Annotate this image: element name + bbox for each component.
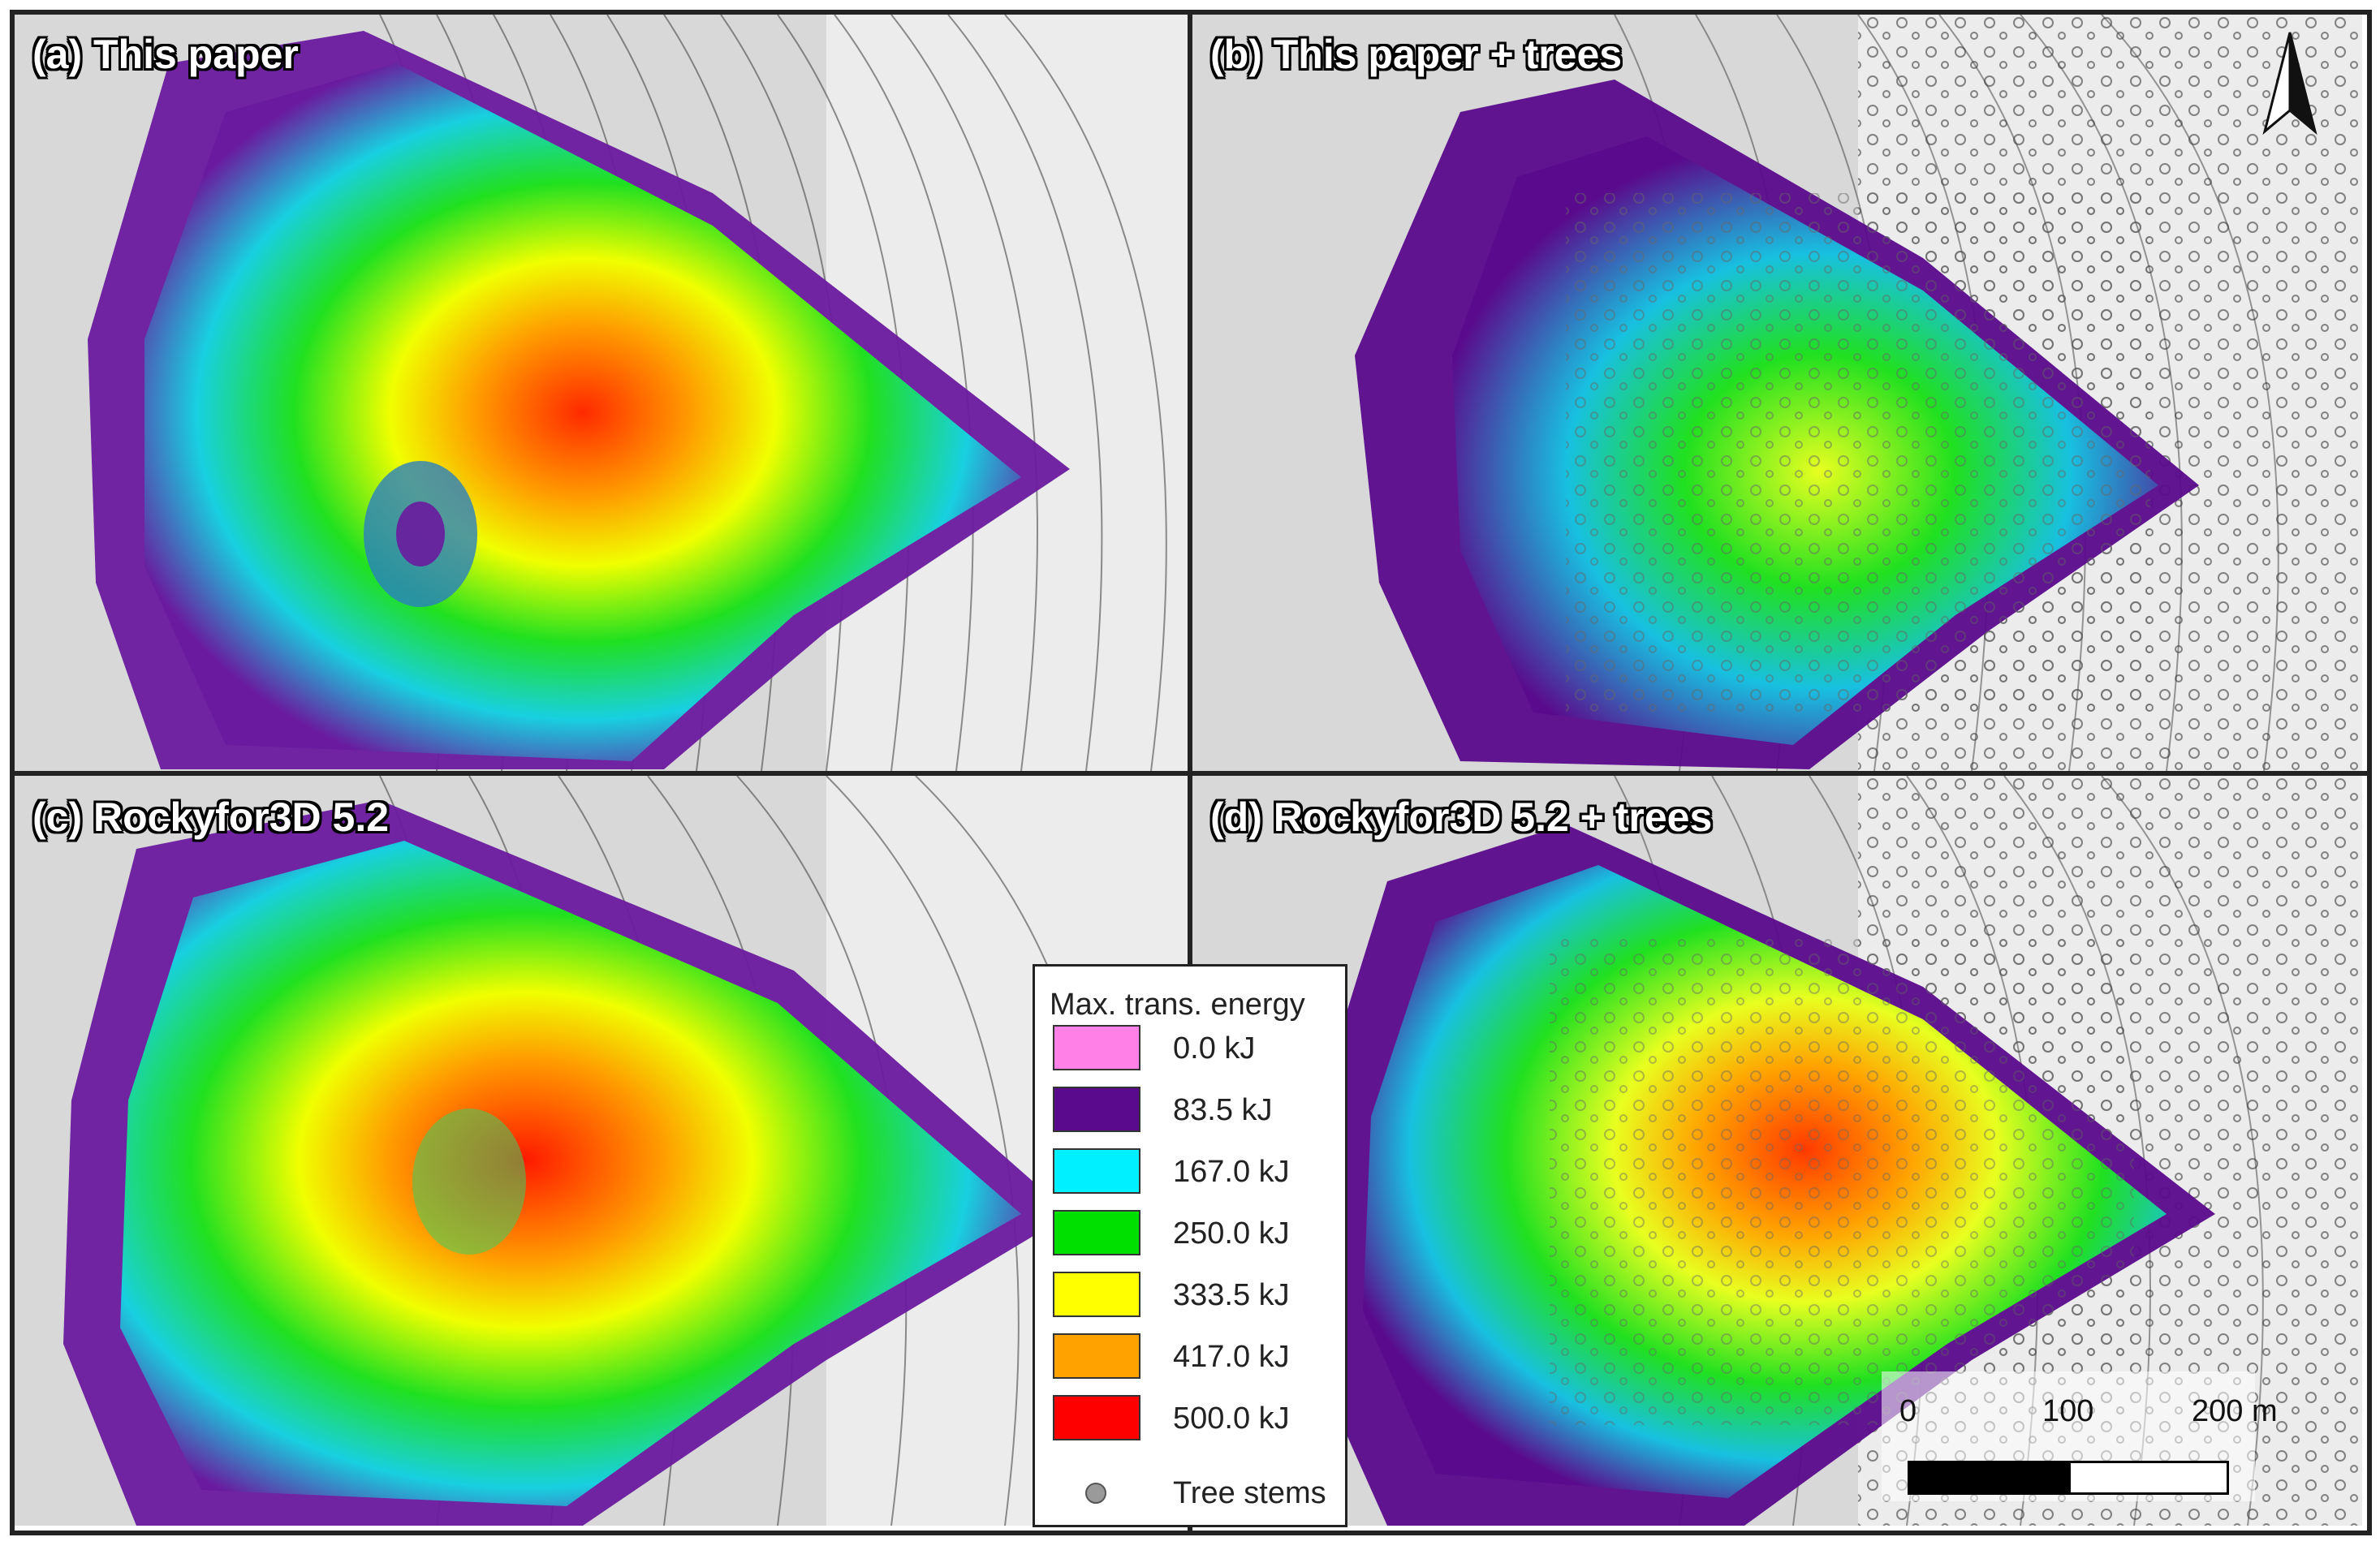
map-c-svg (15, 776, 1188, 1526)
map-panel-a: (a) This paper (15, 15, 1188, 771)
legend-item-1: 83.5 kJ (1053, 1087, 1337, 1135)
panel-divider-horizontal (10, 771, 2370, 776)
legend-item-label: 250.0 kJ (1173, 1216, 1290, 1251)
legend-item-label: 500.0 kJ (1173, 1401, 1290, 1436)
panel-label-d: (d) Rockyfor3D 5.2 + trees (1210, 794, 1713, 840)
legend-item-label: 417.0 kJ (1173, 1340, 1290, 1374)
legend-item-label: Tree stems (1173, 1476, 1326, 1510)
map-a-svg (15, 15, 1188, 771)
legend-item-label: 333.5 kJ (1173, 1278, 1290, 1312)
north-arrow-icon (2261, 29, 2318, 136)
legend-item-label: 0.0 kJ (1173, 1031, 1256, 1066)
scale-bar: 0 100 200 m (1882, 1371, 2278, 1518)
map-b-svg (1192, 15, 2362, 771)
legend-item-label: 167.0 kJ (1173, 1155, 1290, 1189)
panel-label-b: (b) This paper + trees (1210, 32, 1623, 77)
panel-label-c: (c) Rockyfor3D 5.2 (32, 794, 390, 840)
legend-item-6: 500.0 kJ (1053, 1395, 1337, 1444)
legend-item-3: 250.0 kJ (1053, 1210, 1337, 1259)
map-panel-c: (c) Rockyfor3D 5.2 (15, 776, 1188, 1526)
legend-item-4: 333.5 kJ (1053, 1272, 1337, 1320)
legend-item-0: 0.0 kJ (1053, 1025, 1337, 1074)
legend-item-2: 167.0 kJ (1053, 1148, 1337, 1197)
scale-bar-white-segment (2068, 1461, 2229, 1495)
map-panel-b: (b) This paper + trees (1192, 15, 2362, 771)
scale-bar-black-segment (1908, 1461, 2070, 1495)
legend-item-tree-stems: Tree stems (1053, 1470, 1337, 1518)
legend-swatch (1053, 1333, 1140, 1379)
scale-tick-0: 0 (1899, 1394, 1917, 1428)
legend-swatch (1053, 1210, 1140, 1255)
legend-swatch (1053, 1087, 1140, 1132)
tree-stem-icon (1085, 1483, 1106, 1504)
legend-swatch (1053, 1148, 1140, 1194)
legend-item-label: 83.5 kJ (1173, 1093, 1273, 1127)
legend-swatch (1053, 1025, 1140, 1070)
scale-tick-200: 200 m (2192, 1394, 2278, 1428)
legend-title: Max. trans. energy (1050, 988, 1305, 1022)
panel-label-a: (a) This paper (32, 32, 299, 77)
legend: Max. trans. energy 0.0 kJ 83.5 kJ 167.0 kJ… (1033, 964, 1347, 1527)
legend-swatch (1053, 1395, 1140, 1440)
legend-item-5: 417.0 kJ (1053, 1333, 1337, 1382)
scale-tick-100: 100 (2042, 1394, 2094, 1428)
legend-swatch (1053, 1272, 1140, 1317)
